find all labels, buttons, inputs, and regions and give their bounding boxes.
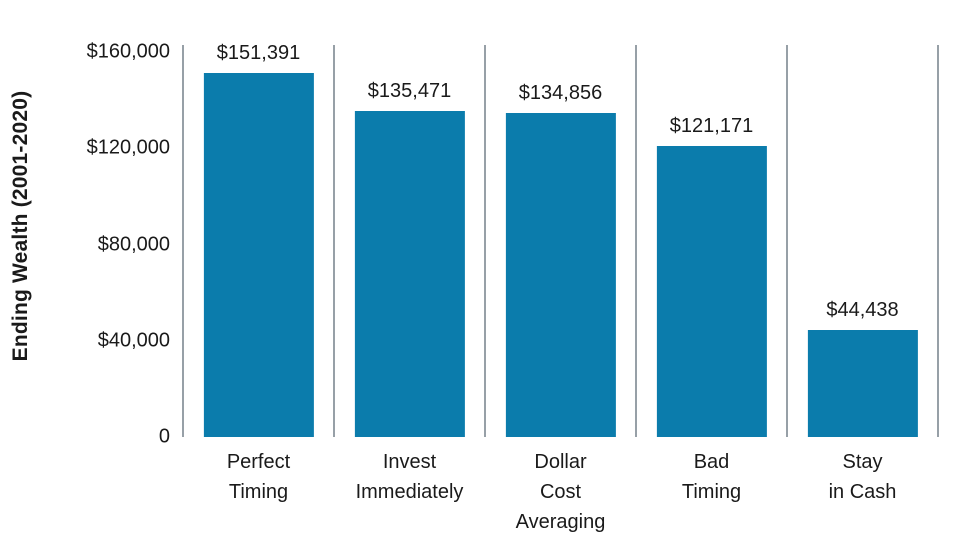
y-tick-label: $40,000: [97, 329, 170, 352]
category-divider-line: [333, 45, 335, 437]
category-label: Stay in Cash: [828, 451, 897, 503]
bar: [203, 72, 314, 437]
category-label: Bad Timing: [681, 451, 742, 503]
y-tick-label: $160,000: [86, 40, 170, 63]
y-tick-label: 0: [158, 425, 170, 448]
bar-column: $151,391: [183, 41, 334, 437]
bar-column: $121,171: [636, 45, 787, 437]
bar: [505, 112, 616, 437]
bar: [656, 145, 767, 437]
category-divider-line: [937, 45, 939, 437]
category-label: Perfect Timing: [226, 451, 291, 503]
y-tick-label: $80,000: [97, 233, 170, 256]
y-axis-tick-labels: $160,000 $120,000 $80,000 $40,000 0: [0, 41, 170, 448]
category-divider-line: [484, 45, 486, 437]
bar-value-label: $135,471: [367, 80, 452, 103]
bar-column: $44,438: [787, 45, 938, 437]
category-label: Dollar Cost Averaging: [515, 451, 606, 533]
y-tick-label: $120,000: [86, 136, 170, 159]
category-divider-line: [182, 45, 184, 437]
bar-value-label: $121,171: [669, 114, 754, 137]
bar-value-label: $44,438: [826, 299, 899, 322]
bar-column: $134,856: [485, 45, 636, 437]
plot-area: $151,391 $135,471 $134,856 $121,171 $44,438: [182, 41, 939, 437]
category-label: Invest Immediately: [355, 451, 464, 503]
bar-column: $135,471: [334, 45, 485, 437]
bar-value-label: $134,856: [518, 81, 603, 104]
category-divider-line: [635, 45, 637, 437]
bar-value-label: $151,391: [216, 41, 301, 64]
category-divider-line: [786, 45, 788, 437]
bar: [807, 330, 918, 437]
bar: [354, 111, 465, 437]
